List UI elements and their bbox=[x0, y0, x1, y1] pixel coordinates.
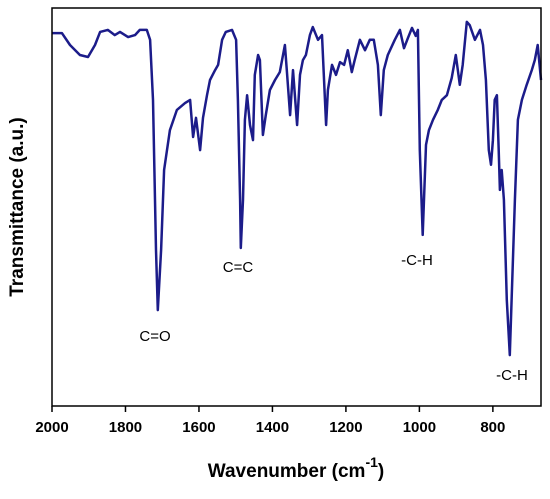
y-axis-label: Transmittance (a.u.) bbox=[7, 117, 28, 297]
x-tick-label: 800 bbox=[480, 419, 505, 436]
x-tick-label: 1200 bbox=[329, 419, 362, 436]
x-tick-label: 1400 bbox=[256, 419, 289, 436]
annotation: -C-H bbox=[401, 252, 433, 269]
x-axis-label-end: ) bbox=[378, 461, 384, 482]
x-tick-label: 1000 bbox=[403, 419, 436, 436]
spectrum-line bbox=[52, 20, 543, 357]
annotation: -C-H bbox=[496, 367, 528, 384]
x-tick-label: 2000 bbox=[35, 419, 68, 436]
plot-frame bbox=[51, 7, 542, 407]
x-axis-label-text: Wavenumber (cm bbox=[208, 461, 366, 482]
x-tick-label: 1800 bbox=[109, 419, 142, 436]
x-axis-label-sup: -1 bbox=[365, 454, 378, 470]
x-tick-label: 1600 bbox=[182, 419, 215, 436]
annotation: C=O bbox=[139, 328, 170, 345]
annotation: C=C bbox=[223, 259, 254, 276]
x-axis-label: Wavenumber (cm-1) bbox=[208, 454, 384, 482]
